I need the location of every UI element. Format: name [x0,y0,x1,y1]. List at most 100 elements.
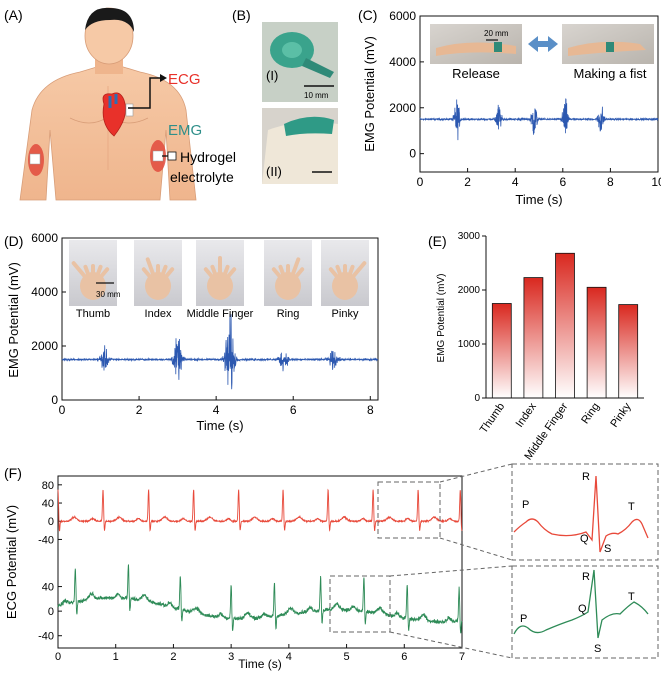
zoom-connector [389,631,513,659]
chart-d-xtick-label: 0 [59,403,66,417]
zoom-bottom-t: T [628,591,635,603]
chart-f-ytick-label: -40 [38,631,54,643]
finger-label: Middle Finger [187,308,254,320]
chart-f-ytick-label: 40 [42,582,54,594]
chart-f-ytick-label: 0 [48,516,54,528]
chart-e-bar [523,277,544,399]
zoom-bottom-p: P [520,613,527,625]
ecg-label: ECG [168,71,201,88]
chart-d-ylabel: EMG Potential (mV) [6,262,21,378]
chart-f-xtick-label: 5 [344,651,350,663]
chart-d-ytick-label: 2000 [31,339,58,353]
hand-photo [134,240,182,306]
ecg-arrowhead [160,74,167,82]
chart-e-category-label: Thumb [478,401,507,436]
ecg-pointer-arrow [128,77,160,109]
zoom-top-r: R [582,471,590,483]
zoom-top-p: P [522,499,529,511]
chart-f-ecg-series-green [57,564,463,634]
chart-f-xtick-label: 7 [459,651,465,663]
chart-f-ytick-label: 40 [42,498,54,510]
photo-arm-release [430,24,522,64]
chart-c-xtick-label: 10 [651,175,661,189]
chart-c-ytick-label: 6000 [389,9,416,23]
zoom-connector [439,537,513,561]
chart-c-xtick-label: 6 [559,175,566,189]
zoom-panel-bottom: P R Q S T [511,565,659,659]
panel-label-a: (A) [4,7,23,23]
chart-f-xlabel: Time (s) [238,657,282,671]
hand-photo [196,240,244,306]
chart-c-ytick-label: 0 [409,147,416,161]
finger-label: Thumb [76,308,110,320]
chart-c-ytick-label: 2000 [389,101,416,115]
chart-f-ytick-label: -40 [38,534,54,546]
chart-e-bar [555,252,575,399]
chart-c-xlabel: Time (s) [515,192,562,207]
chart-e-ytick-label: 2000 [458,285,481,296]
chart-e-category-label: Index [514,400,540,429]
chart-d-ytick-label: 4000 [31,285,58,299]
panel-label-b: (B) [232,7,251,23]
chart-e-bar [491,303,512,399]
photo-electrode-1 [262,22,338,102]
heart-icon [102,92,127,137]
chart-e-category-label: Ring [579,401,602,426]
chart-f-ylabel: ECG Potential (mV) [4,505,19,619]
chart-c-xtick-label: 8 [607,175,614,189]
photo-1-scale-label: 10 mm [304,91,329,100]
chart-e-bar [618,304,639,399]
chart-c-xtick-label: 2 [464,175,471,189]
chart-f-ytick-label: 80 [42,480,54,492]
chart-d-xtick-label: 6 [290,403,297,417]
zoom-connector [389,565,513,577]
zoom-connector [439,463,513,483]
emg-fist-chart: 02468100200040006000 EMG Potential (mV) … [362,9,661,207]
chart-f-xtick-label: 6 [401,651,407,663]
chart-d-xtick-label: 2 [136,403,143,417]
chart-f-ecg-series-red [57,488,463,532]
hand-photo [69,240,117,306]
left-arm-muscle-icon [28,144,44,176]
making-fist-label: Making a fist [574,66,647,81]
chart-f-xtick-label: 4 [286,651,292,663]
zoom-top-series [513,475,649,553]
photo-c-scale-label: 20 mm [484,29,509,38]
hand-photos: Thumb Index Middle Finger Ring Pinky [69,240,369,320]
chart-e-ytick-label: 0 [474,393,480,404]
chart-e-bar [586,286,607,399]
chart-e-ytick-label: 3000 [458,231,481,242]
chart-d-xtick-label: 4 [213,403,220,417]
finger-label: Pinky [332,308,359,320]
photo-electrode-2 [262,108,338,184]
double-arrow-icon [528,36,558,52]
photo-d-scale-label: 30 mm [96,290,121,299]
chart-c-ytick-label: 4000 [389,55,416,69]
chart-e-ylabel: EMG Potential (mV) [436,274,447,363]
zoom-bottom-series [513,569,649,639]
zoom-bottom-s: S [594,643,601,655]
chart-d-xlabel: Time (s) [196,418,243,433]
chart-e-ytick-label: 1000 [458,339,481,350]
hydrogel-label-line1: Hydrogel [180,149,236,165]
zoom-region-top [377,481,441,539]
chart-d-ytick-label: 6000 [31,231,58,245]
release-label: Release [452,66,500,81]
zoom-top-t: T [628,501,635,513]
chart-d-frame [61,237,379,401]
zoom-top-q: Q [580,533,589,545]
chart-f-xtick-label: 3 [228,651,234,663]
chart-c-frame [419,15,659,173]
photo-2-label: (II) [266,164,282,179]
panel-label-c: (C) [358,7,377,23]
chart-f-frame [57,475,463,649]
zoom-bottom-q: Q [578,603,587,615]
chart-f-xtick-label: 0 [55,651,61,663]
finger-label: Ring [277,308,300,320]
emg-label: EMG [168,122,202,139]
chart-f-xtick-label: 2 [170,651,176,663]
zoom-bottom-r: R [582,571,590,583]
finger-label: Index [145,308,172,320]
